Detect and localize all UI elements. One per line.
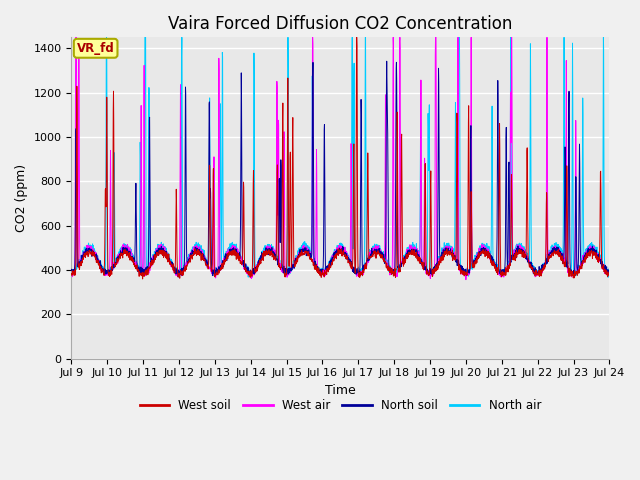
Y-axis label: CO2 (ppm): CO2 (ppm) bbox=[15, 164, 28, 232]
Text: VR_fd: VR_fd bbox=[77, 42, 115, 55]
Title: Vaira Forced Diffusion CO2 Concentration: Vaira Forced Diffusion CO2 Concentration bbox=[168, 15, 513, 33]
X-axis label: Time: Time bbox=[325, 384, 356, 397]
Legend: West soil, West air, North soil, North air: West soil, West air, North soil, North a… bbox=[135, 395, 546, 417]
